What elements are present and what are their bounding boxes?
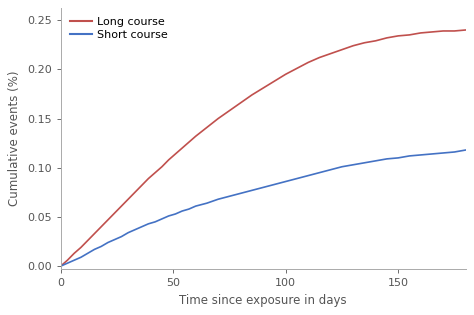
Short course — [260, 186, 266, 189]
Long course — [350, 44, 356, 48]
Short course — [139, 225, 145, 229]
Long course — [71, 251, 77, 255]
Long course — [105, 218, 111, 222]
Short course — [64, 261, 70, 265]
Short course — [227, 194, 232, 198]
Short course — [98, 244, 104, 248]
Line: Long course: Long course — [61, 30, 465, 266]
Short course — [179, 209, 185, 213]
Long course — [173, 152, 178, 156]
Long course — [418, 31, 423, 35]
Long course — [215, 117, 221, 120]
Short course — [78, 255, 84, 259]
Long course — [407, 33, 412, 37]
Long course — [294, 66, 300, 70]
Short course — [339, 165, 345, 169]
Long course — [186, 140, 192, 144]
Short course — [328, 168, 334, 172]
Short course — [173, 212, 178, 216]
Short course — [350, 163, 356, 167]
Short course — [373, 159, 379, 163]
Short course — [132, 228, 138, 232]
Long course — [166, 158, 172, 162]
Long course — [373, 39, 379, 43]
Short course — [440, 151, 446, 155]
Long course — [58, 264, 64, 268]
X-axis label: Time since exposure in days: Time since exposure in days — [179, 294, 347, 307]
Long course — [204, 125, 210, 129]
Long course — [440, 29, 446, 33]
Short course — [105, 241, 111, 244]
Short course — [317, 171, 322, 175]
Short course — [407, 154, 412, 158]
Short course — [152, 220, 158, 224]
Legend: Long course, Short course: Long course, Short course — [66, 14, 172, 43]
Long course — [64, 258, 70, 262]
Long course — [317, 56, 322, 60]
Short course — [85, 251, 91, 255]
Long course — [78, 246, 84, 249]
Short course — [272, 183, 277, 186]
Line: Short course: Short course — [61, 150, 465, 266]
Long course — [152, 171, 158, 175]
Short course — [305, 174, 311, 177]
Long course — [283, 72, 289, 76]
Long course — [179, 146, 185, 150]
Short course — [118, 235, 124, 238]
Short course — [249, 188, 255, 192]
Short course — [112, 238, 118, 242]
Long course — [132, 191, 138, 194]
Short course — [283, 180, 289, 183]
Short course — [186, 207, 192, 211]
Long course — [395, 34, 401, 38]
Short course — [58, 264, 64, 268]
Short course — [204, 201, 210, 205]
Long course — [339, 48, 345, 52]
Long course — [98, 225, 104, 229]
Short course — [463, 148, 468, 152]
Short course — [166, 214, 172, 218]
Long course — [260, 86, 266, 90]
Long course — [463, 28, 468, 32]
Long course — [362, 41, 367, 45]
Short course — [395, 156, 401, 160]
Short course — [452, 150, 457, 154]
Short course — [91, 248, 97, 251]
Long course — [159, 165, 165, 169]
Short course — [146, 222, 151, 226]
Short course — [71, 258, 77, 262]
Short course — [384, 157, 390, 161]
Long course — [85, 239, 91, 243]
Long course — [272, 79, 277, 83]
Short course — [125, 231, 131, 235]
Long course — [118, 204, 124, 208]
Long course — [429, 30, 435, 34]
Short course — [362, 161, 367, 165]
Long course — [112, 211, 118, 215]
Long course — [328, 52, 334, 55]
Short course — [215, 197, 221, 201]
Y-axis label: Cumulative events (%): Cumulative events (%) — [9, 71, 21, 206]
Short course — [429, 152, 435, 156]
Long course — [238, 101, 244, 105]
Long course — [384, 36, 390, 40]
Short course — [193, 204, 199, 208]
Short course — [418, 153, 423, 157]
Long course — [452, 29, 457, 33]
Short course — [238, 192, 244, 195]
Long course — [125, 197, 131, 201]
Long course — [91, 232, 97, 236]
Long course — [305, 60, 311, 64]
Long course — [146, 177, 151, 180]
Short course — [159, 217, 165, 221]
Long course — [249, 93, 255, 97]
Long course — [139, 184, 145, 187]
Short course — [294, 177, 300, 180]
Long course — [193, 135, 199, 138]
Long course — [227, 109, 232, 112]
